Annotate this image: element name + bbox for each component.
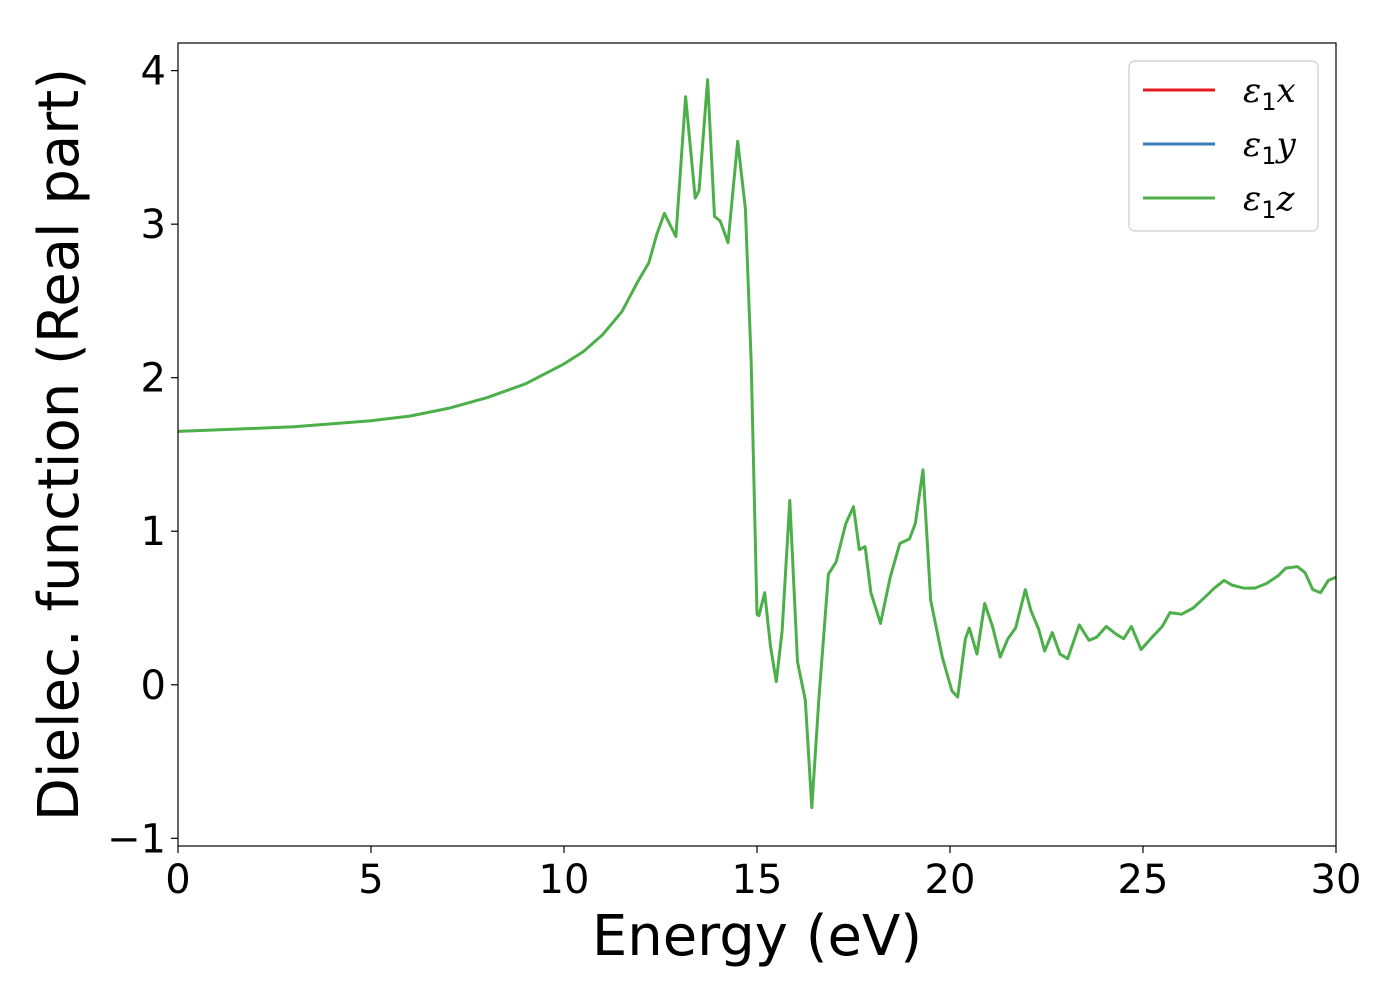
legend: ε1x ε1y ε1z <box>1128 60 1319 232</box>
x-tick-label: 30 <box>1311 857 1362 903</box>
legend-label-2: ε1z <box>1243 179 1296 224</box>
y-axis-label: Dielec. function (Real part) <box>27 68 92 821</box>
series-line-2 <box>178 78 1336 810</box>
legend-box <box>1128 60 1319 232</box>
x-tick-label: 15 <box>732 857 783 903</box>
legend-label-0: ε1x <box>1243 71 1296 116</box>
y-axis-ticks: −1 0 1 2 3 4 <box>107 49 178 862</box>
x-tick-label: 25 <box>1118 857 1169 903</box>
legend-label-1: ε1y <box>1243 125 1297 170</box>
y-tick-label: 1 <box>141 509 166 555</box>
y-tick-label: 4 <box>141 49 166 95</box>
x-tick-label: 20 <box>925 857 976 903</box>
x-tick-label: 0 <box>165 857 190 903</box>
y-tick-label: 2 <box>141 356 166 402</box>
x-axis-ticks: 0 5 10 15 20 25 30 <box>165 846 1361 903</box>
x-axis-label: Energy (eV) <box>592 904 922 969</box>
y-tick-label: 3 <box>141 202 166 248</box>
x-tick-label: 10 <box>539 857 590 903</box>
y-tick-label: 0 <box>141 663 166 709</box>
x-tick-label: 5 <box>358 857 383 903</box>
y-tick-label: −1 <box>107 816 166 862</box>
